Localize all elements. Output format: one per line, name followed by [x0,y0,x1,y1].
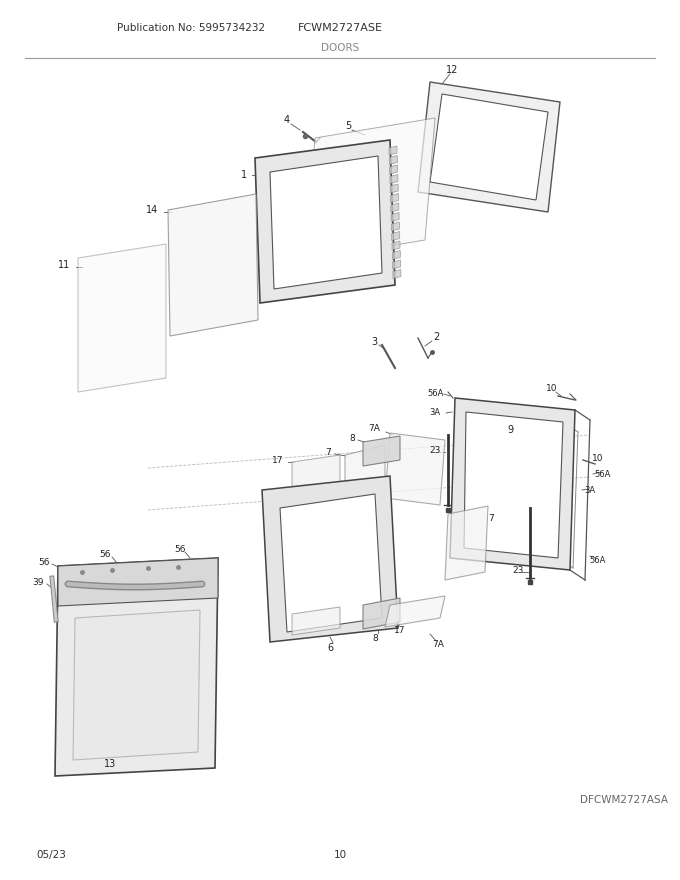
Text: 56: 56 [38,558,50,567]
Text: 7: 7 [325,448,331,457]
Polygon shape [262,476,398,642]
Polygon shape [55,558,218,776]
Polygon shape [385,433,445,505]
Polygon shape [392,222,399,231]
Polygon shape [391,203,398,212]
Text: 10: 10 [333,850,347,860]
Polygon shape [392,260,401,269]
Polygon shape [292,607,340,635]
Text: 8: 8 [372,634,378,642]
Text: 56A: 56A [595,470,611,479]
Text: 56A: 56A [428,388,444,398]
Text: 10: 10 [592,453,604,463]
Text: FCWM2727ASE: FCWM2727ASE [298,23,382,33]
Text: 9: 9 [507,425,513,435]
Text: 3A: 3A [430,407,441,416]
Text: 5: 5 [345,121,351,131]
Polygon shape [391,212,399,222]
Text: 12: 12 [446,65,458,75]
Polygon shape [363,598,400,629]
Text: 1: 1 [241,170,247,180]
Polygon shape [392,241,400,250]
Polygon shape [78,244,166,392]
Polygon shape [305,118,435,260]
Polygon shape [73,610,200,760]
Polygon shape [430,94,548,200]
Text: 13: 13 [104,759,116,769]
Text: 17: 17 [394,626,406,634]
Polygon shape [363,436,400,466]
Text: 05/23: 05/23 [36,850,66,860]
Polygon shape [392,251,401,260]
Polygon shape [168,194,258,336]
Polygon shape [393,269,401,278]
Text: Publication No: 5995734232: Publication No: 5995734232 [117,23,265,33]
Polygon shape [390,174,398,184]
Polygon shape [450,398,575,570]
Text: DOORS: DOORS [321,43,359,53]
Polygon shape [390,184,398,193]
Text: 7A: 7A [368,423,380,432]
Polygon shape [390,165,398,174]
Text: 4: 4 [284,115,290,125]
Text: 11: 11 [58,260,70,270]
Polygon shape [464,412,563,558]
Text: 10: 10 [546,384,558,392]
Text: 23: 23 [429,445,441,454]
Text: 6: 6 [327,643,333,653]
Text: 56: 56 [99,549,111,559]
Polygon shape [392,231,400,240]
Polygon shape [280,494,382,632]
Text: 56A: 56A [590,555,606,564]
Polygon shape [445,506,488,580]
Text: 7A: 7A [432,640,444,649]
Text: 56: 56 [174,545,186,554]
Polygon shape [292,455,340,525]
Polygon shape [385,596,445,627]
Text: 14: 14 [146,205,158,215]
Polygon shape [255,140,395,303]
Text: 8: 8 [349,434,355,443]
Text: 17: 17 [272,456,284,465]
Text: 3A: 3A [584,486,596,495]
Text: DFCWM2727ASA: DFCWM2727ASA [580,795,668,805]
Polygon shape [58,558,218,606]
Text: 3: 3 [371,337,377,347]
Text: 7: 7 [488,514,494,523]
Polygon shape [389,146,397,155]
Polygon shape [270,156,382,289]
Polygon shape [390,194,398,202]
Polygon shape [345,445,385,520]
Text: 23: 23 [512,566,524,575]
Text: 39: 39 [32,577,44,586]
Text: 2: 2 [433,332,439,342]
Polygon shape [418,82,560,212]
Polygon shape [389,156,397,165]
